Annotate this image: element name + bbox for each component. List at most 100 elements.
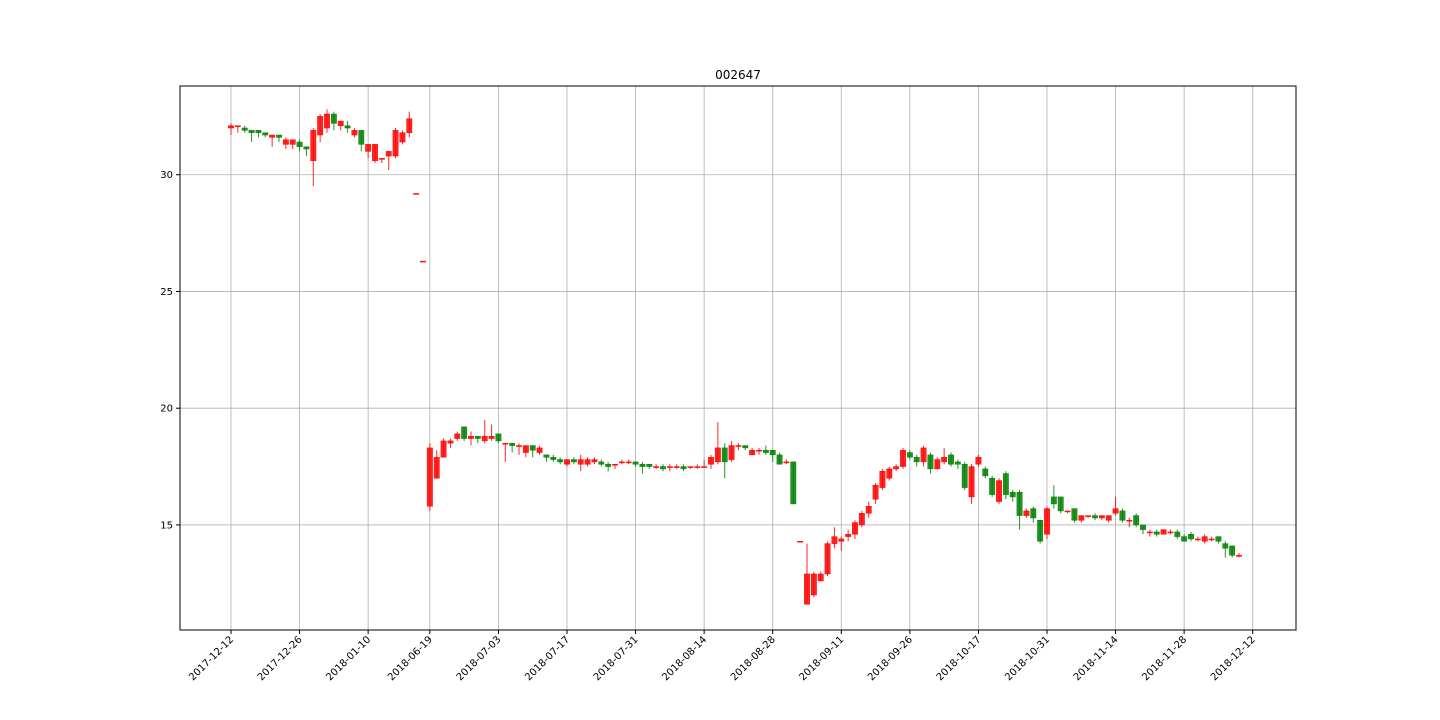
y-tick-label: 25 bbox=[160, 287, 173, 298]
candle-up bbox=[282, 139, 289, 145]
candle-up bbox=[872, 484, 879, 500]
candle-down bbox=[776, 454, 783, 465]
candle-up bbox=[1023, 510, 1030, 516]
candle-up bbox=[454, 433, 461, 439]
candle-up bbox=[488, 435, 495, 439]
candle-up bbox=[1126, 520, 1133, 522]
candle-down bbox=[550, 456, 557, 460]
candle-up bbox=[468, 435, 474, 439]
candle-up bbox=[289, 139, 296, 145]
candle-up bbox=[536, 447, 543, 453]
candle-up bbox=[701, 466, 708, 468]
candle-down bbox=[1037, 520, 1044, 542]
x-tick-label: 2018-08-14 bbox=[660, 634, 709, 683]
candle-down bbox=[906, 452, 913, 458]
x-tick-label: 2018-11-14 bbox=[1072, 634, 1121, 683]
candle-up bbox=[228, 125, 234, 129]
candle-up bbox=[687, 466, 694, 468]
x-tick-label: 2018-12-12 bbox=[1209, 634, 1258, 683]
candle-up bbox=[810, 573, 817, 596]
plot-frame bbox=[179, 85, 1297, 631]
candle-up bbox=[804, 573, 810, 605]
candle-down bbox=[721, 447, 728, 463]
candle-up bbox=[968, 466, 975, 498]
candle-up bbox=[426, 447, 433, 507]
candle-down bbox=[570, 459, 577, 463]
candle-down bbox=[605, 463, 612, 467]
candle-up bbox=[1064, 510, 1071, 513]
candle-up bbox=[612, 463, 618, 466]
candle-up bbox=[269, 134, 276, 138]
candle-down bbox=[1174, 531, 1181, 537]
candle-up bbox=[886, 468, 893, 479]
candle-down bbox=[248, 130, 255, 133]
candle-up bbox=[1208, 538, 1215, 541]
candle-up bbox=[440, 440, 447, 458]
candle-up bbox=[502, 442, 509, 445]
candle-down bbox=[296, 141, 303, 147]
candle-up bbox=[577, 459, 584, 465]
candle-down bbox=[1229, 545, 1236, 556]
candle-up bbox=[1146, 531, 1153, 534]
x-tick-label: 2017-12-26 bbox=[256, 634, 305, 683]
candle-up bbox=[351, 130, 358, 136]
candle-up bbox=[1160, 529, 1167, 535]
candle-down bbox=[1133, 515, 1140, 526]
candle-down bbox=[241, 127, 248, 131]
candle-up bbox=[481, 435, 488, 442]
candle-down bbox=[330, 113, 337, 124]
candle-up bbox=[1201, 536, 1208, 542]
candle-down bbox=[742, 445, 749, 449]
x-tick-label: 2018-11-28 bbox=[1140, 634, 1189, 683]
candle-up bbox=[317, 116, 324, 136]
candle-down bbox=[1092, 515, 1098, 519]
x-tick-label: 2018-10-31 bbox=[1003, 634, 1052, 683]
candle-up bbox=[1105, 515, 1112, 521]
candle-up bbox=[694, 466, 701, 468]
candle-up bbox=[625, 461, 632, 464]
candle-up bbox=[708, 456, 714, 465]
candle-up bbox=[324, 113, 330, 129]
candle-down bbox=[989, 477, 996, 495]
candle-down bbox=[474, 435, 481, 439]
candle-up bbox=[1236, 555, 1242, 557]
x-tick-label: 2018-07-03 bbox=[455, 634, 504, 683]
candle-down bbox=[769, 449, 776, 456]
candle-up bbox=[1044, 508, 1050, 535]
y-tick-label: 15 bbox=[160, 520, 173, 531]
candle-up bbox=[310, 130, 317, 161]
candle-up bbox=[399, 132, 406, 143]
candle-up bbox=[824, 543, 831, 575]
candle-up bbox=[996, 480, 1002, 502]
candle-up bbox=[920, 447, 927, 463]
candle-up bbox=[1098, 515, 1105, 519]
candle-up bbox=[392, 130, 399, 157]
candle-down bbox=[1119, 510, 1126, 521]
candle-down bbox=[1188, 534, 1194, 540]
candle-up bbox=[749, 449, 756, 456]
candle-down bbox=[954, 461, 961, 465]
candle-up bbox=[838, 538, 845, 542]
candle-down bbox=[495, 433, 502, 442]
candle-down bbox=[461, 426, 468, 439]
candle-up bbox=[831, 536, 838, 544]
candle-up bbox=[584, 459, 591, 465]
candle-up bbox=[666, 466, 673, 468]
candle-down bbox=[255, 130, 262, 133]
candle-up bbox=[1167, 531, 1174, 534]
candle-down bbox=[762, 449, 769, 453]
candle-up bbox=[516, 445, 522, 447]
candle-down bbox=[1140, 524, 1146, 530]
candle-up bbox=[653, 466, 660, 468]
candle-down bbox=[543, 454, 550, 458]
candle-down bbox=[982, 468, 989, 477]
candle-up bbox=[337, 120, 344, 126]
candle-down bbox=[632, 461, 639, 465]
candle-up bbox=[1078, 515, 1085, 521]
candle-down bbox=[1181, 536, 1188, 542]
candle-down bbox=[639, 463, 646, 467]
candle-up bbox=[365, 144, 372, 152]
candle-down bbox=[646, 463, 653, 467]
candle-up bbox=[1085, 515, 1092, 517]
candle-up bbox=[433, 456, 440, 479]
